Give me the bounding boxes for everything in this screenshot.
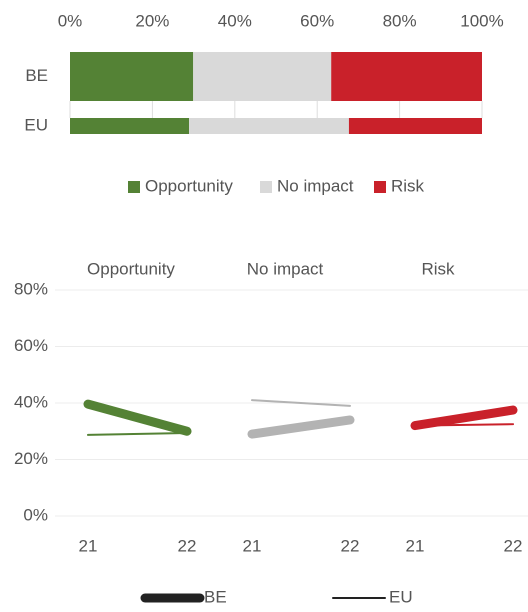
y-tick-label: 80% [14, 279, 48, 298]
legend-label: Risk [391, 176, 425, 195]
bar-segment [193, 52, 332, 101]
bar-segment [189, 118, 349, 134]
x-tick-label: 22 [341, 536, 360, 555]
y-tick-label: 40% [14, 392, 48, 411]
group-title: Opportunity [87, 259, 175, 278]
y-tick-label: 0% [23, 505, 48, 524]
line [87, 431, 188, 436]
legend-label: EU [389, 587, 413, 606]
x-tick-label: 21 [243, 536, 262, 555]
legend-label: Opportunity [145, 176, 233, 195]
x-tick-label: 21 [406, 536, 425, 555]
y-tick-label: EU [24, 115, 48, 134]
legend-swatch [128, 181, 140, 193]
x-tick-label: 100% [460, 11, 503, 30]
bar-segment [70, 52, 194, 101]
x-tick-label: 20% [135, 11, 169, 30]
x-tick-label: 21 [79, 536, 98, 555]
x-tick-label: 22 [504, 536, 523, 555]
bar-segment [348, 118, 482, 134]
legend-swatch [260, 181, 272, 193]
group-title: No impact [247, 259, 324, 278]
bar-segment [331, 52, 482, 101]
x-tick-label: 40% [218, 11, 252, 30]
x-tick-label: 80% [383, 11, 417, 30]
bar-segment [70, 118, 190, 134]
x-tick-label: 0% [58, 11, 83, 30]
legend-swatch [374, 181, 386, 193]
legend-label: BE [204, 587, 227, 606]
line [83, 399, 192, 436]
y-tick-label: BE [25, 66, 48, 85]
x-tick-label: 60% [300, 11, 334, 30]
line [251, 399, 351, 407]
line [410, 405, 518, 431]
y-tick-label: 20% [14, 449, 48, 468]
x-tick-label: 22 [178, 536, 197, 555]
line [414, 423, 514, 427]
y-tick-label: 60% [14, 336, 48, 355]
group-title: Risk [421, 259, 455, 278]
line [247, 415, 355, 439]
legend-label: No impact [277, 176, 354, 195]
